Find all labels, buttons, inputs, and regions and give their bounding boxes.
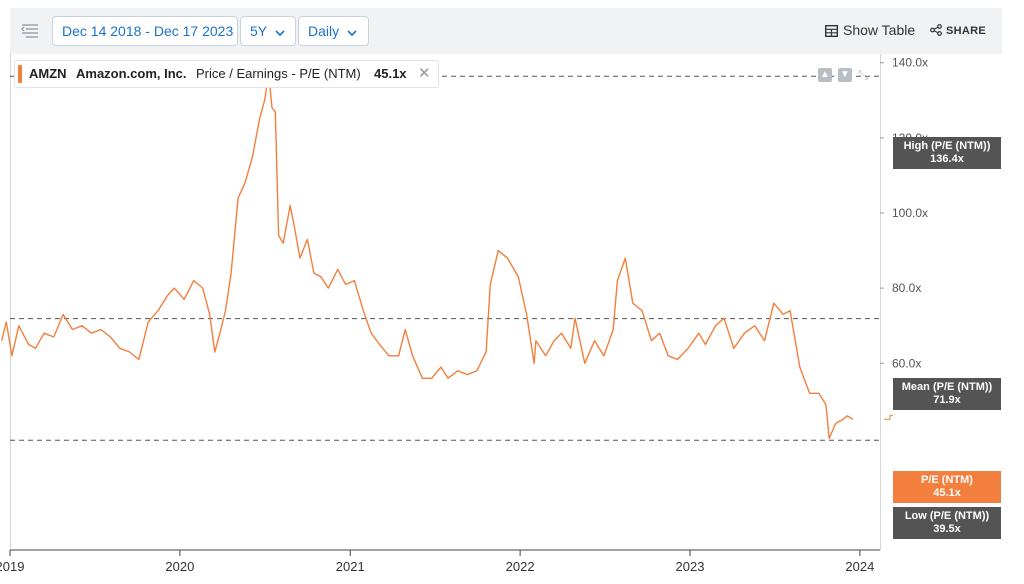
interval-label: Daily (308, 23, 340, 39)
legend-swatch (18, 65, 22, 83)
x-tick-label: 2020 (165, 559, 194, 574)
high-tag-label: High (P/E (NTM)) (903, 140, 991, 152)
current-value-connector (884, 414, 893, 420)
show-table-label: Show Table (843, 22, 916, 38)
collapse-icon[interactable]: ⤡ (858, 67, 869, 82)
period-select[interactable]: 5Y (240, 16, 296, 46)
current-tag-label: P/E (NTM) (921, 474, 973, 486)
chevron-down-icon (347, 18, 357, 46)
date-range-label: Dec 14 2018 - Dec 17 2023 (62, 23, 234, 39)
high-tag: High (P/E (NTM)) 136.4x (893, 137, 1001, 169)
close-icon[interactable]: ✕ (418, 65, 431, 82)
low-tag-value: 39.5x (933, 523, 961, 535)
share-label: SHARE (946, 25, 987, 37)
show-table-button[interactable]: Show Table (824, 22, 916, 38)
mean-tag-value: 71.9x (933, 394, 961, 406)
menu-icon[interactable] (20, 22, 40, 42)
low-tag: Low (P/E (NTM)) 39.5x (893, 507, 1001, 539)
y-tick-label: 140.0x (892, 56, 928, 70)
legend-value: 45.1x (374, 66, 407, 81)
plot-left-border (10, 54, 11, 550)
y-tick-label: 100.0x (892, 206, 928, 220)
x-tick-label: 2023 (676, 559, 705, 574)
interval-select[interactable]: Daily (298, 16, 369, 46)
legend-metric: Price / Earnings - P/E (NTM) (196, 66, 361, 81)
current-value-tag: P/E (NTM) 45.1x (893, 471, 1001, 503)
legend-company: Amazon.com, Inc. (76, 66, 187, 81)
chart-toolbar: Dec 14 2018 - Dec 17 2023 5Y Daily Show … (10, 8, 1002, 54)
x-tick-label: 2019 (0, 559, 24, 574)
y-tick-label: 80.0x (892, 281, 921, 295)
mean-tag: Mean (P/E (NTM)) 71.9x (893, 378, 1001, 410)
period-label: 5Y (250, 23, 268, 39)
series-legend: AMZN Amazon.com, Inc. Price / Earnings -… (14, 60, 439, 88)
legend-ticker: AMZN (29, 66, 67, 81)
share-icon (930, 24, 942, 36)
low-tag-label: Low (P/E (NTM)) (904, 510, 990, 522)
x-tick-label: 2021 (336, 559, 365, 574)
date-range-button[interactable]: Dec 14 2018 - Dec 17 2023 (52, 16, 238, 46)
y-tick-label: 60.0x (892, 356, 921, 370)
high-tag-value: 136.4x (930, 153, 964, 165)
table-icon (824, 24, 839, 38)
x-tick-label: 2024 (845, 559, 874, 574)
arrow-down-icon[interactable]: ▼ (838, 68, 852, 82)
share-button[interactable]: SHARE (930, 24, 986, 37)
series-line-amzn (0, 73, 854, 440)
current-tag-value: 45.1x (933, 487, 961, 499)
mean-tag-label: Mean (P/E (NTM)) (901, 381, 993, 393)
chevron-down-icon (275, 18, 285, 46)
arrow-up-icon[interactable]: ▲ (818, 68, 832, 82)
plot-right-border (880, 54, 881, 550)
x-tick-label: 2022 (506, 559, 535, 574)
